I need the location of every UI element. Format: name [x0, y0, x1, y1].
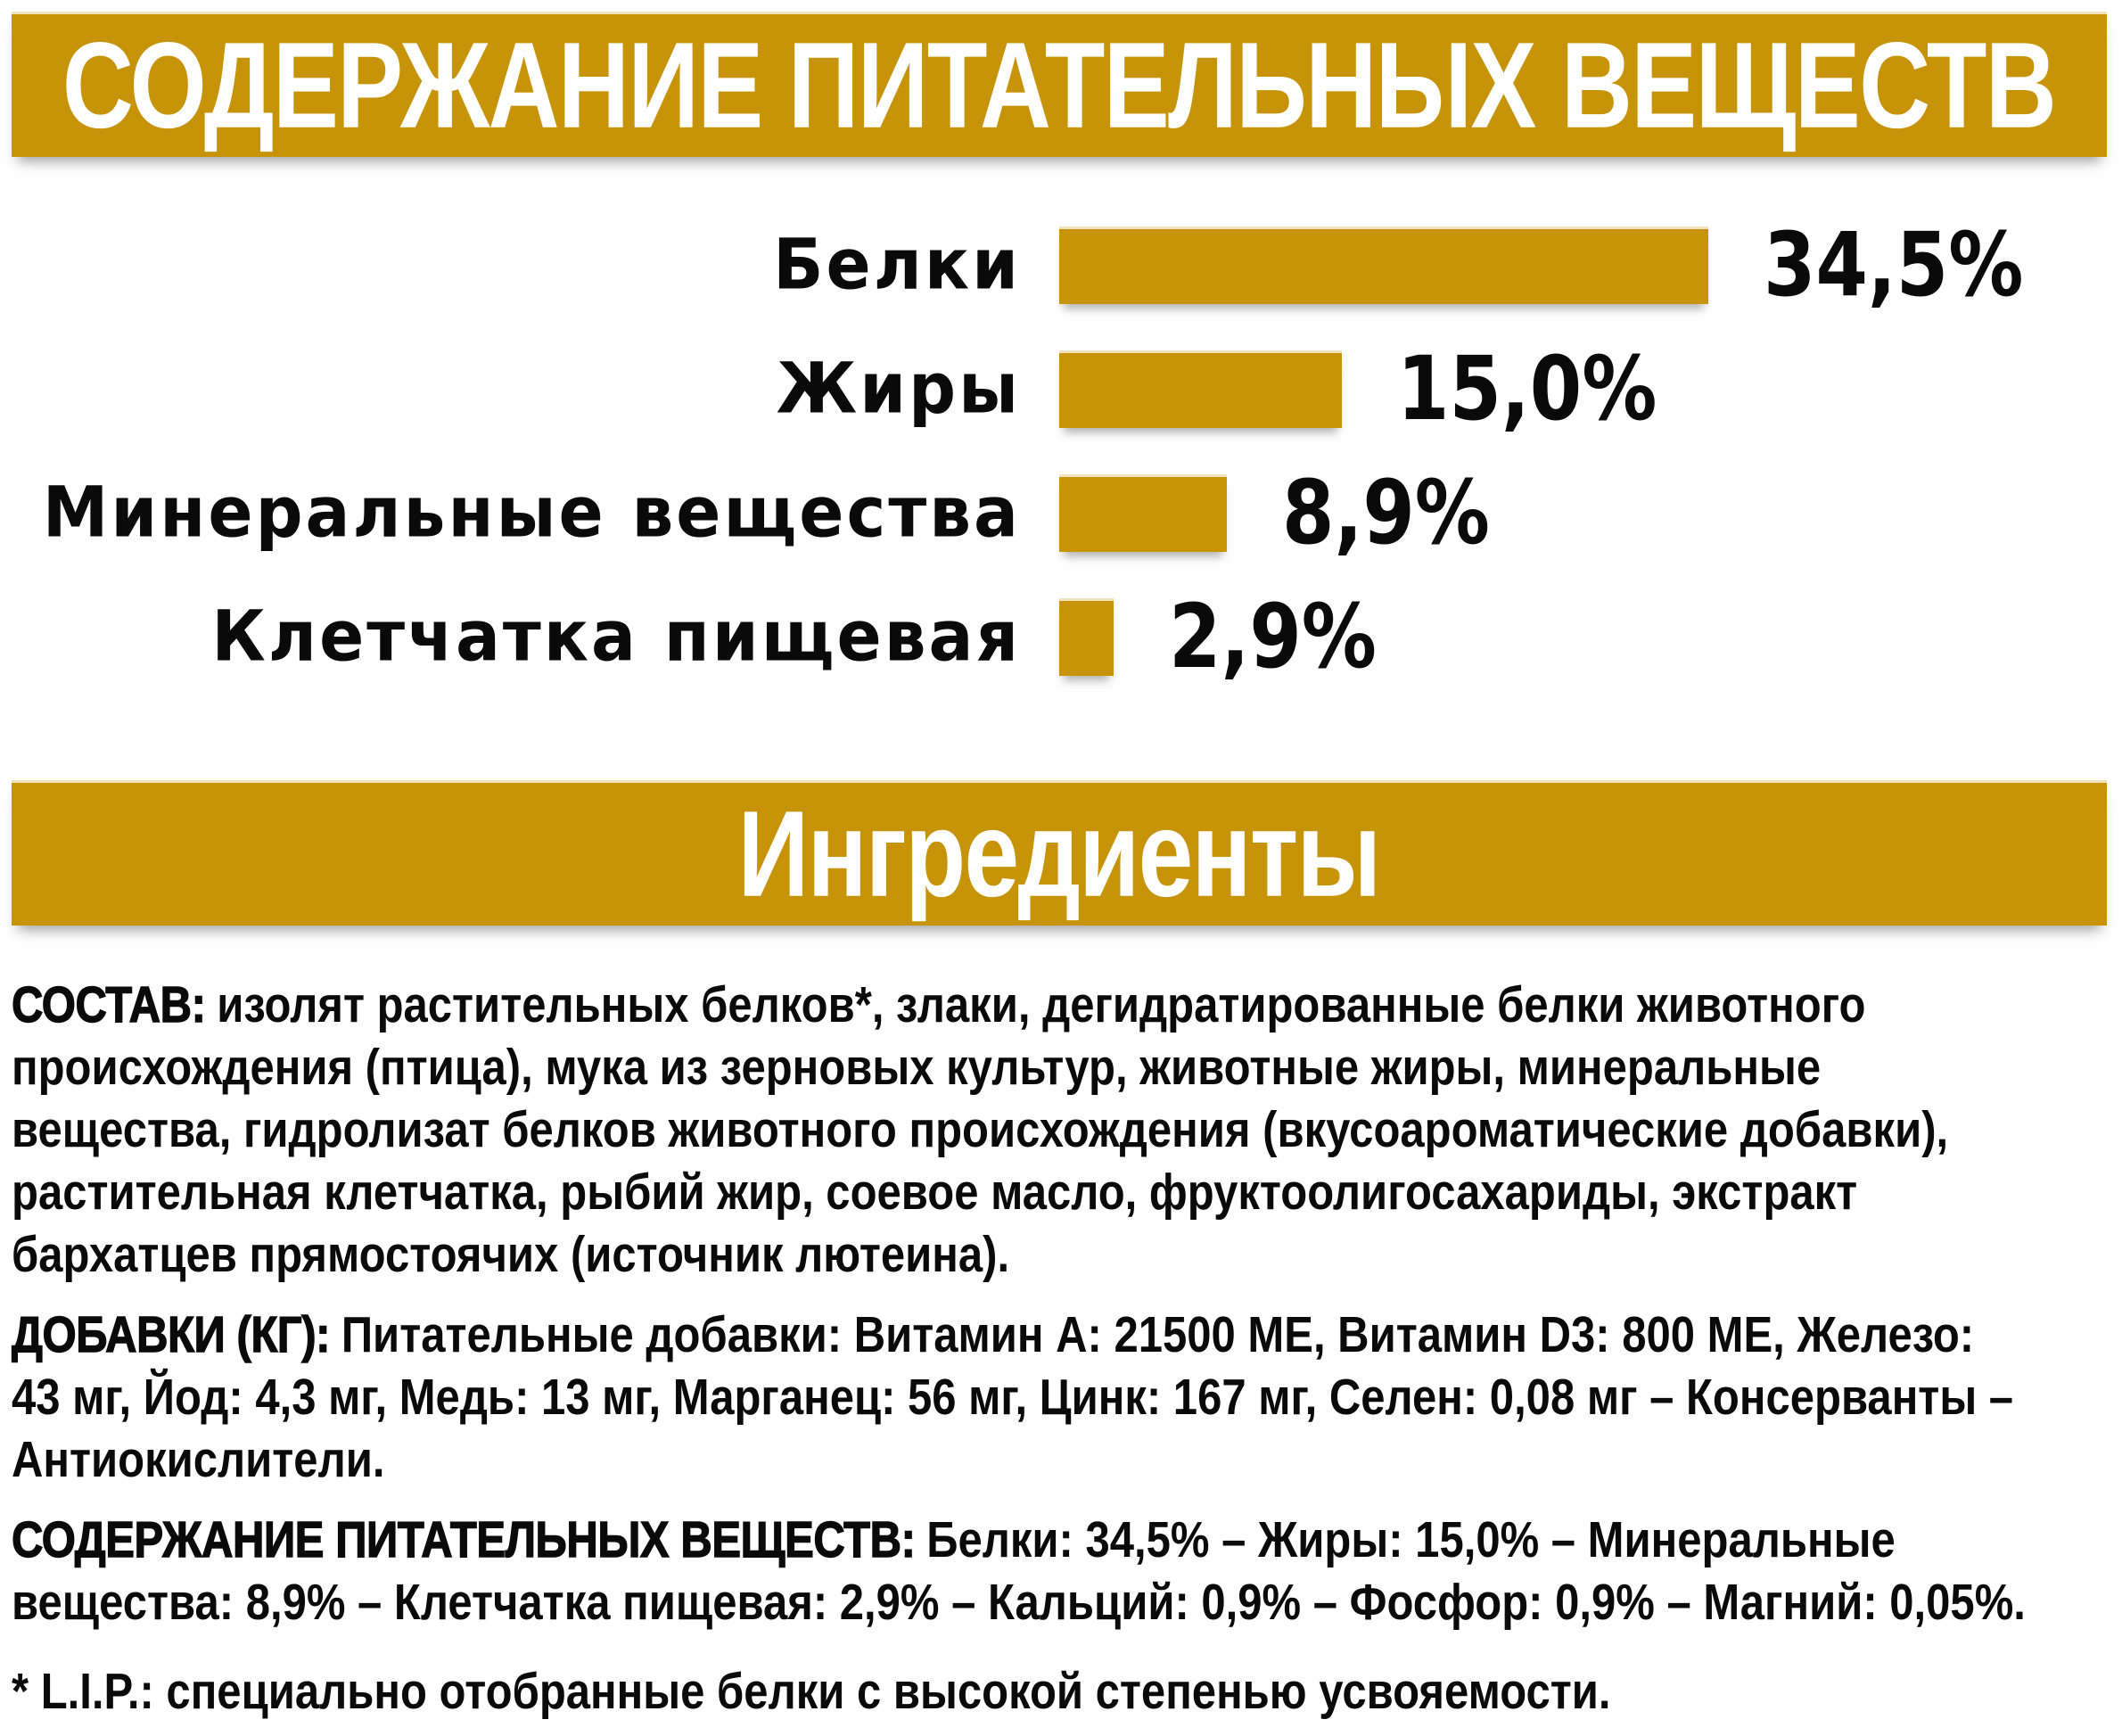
chart-row: Белки 34,5% [0, 220, 2122, 309]
chart-bar [1059, 597, 1114, 676]
chart-value-label: 15,0% [1397, 337, 1657, 440]
nutrient-bar-chart: Белки 34,5% Жиры 15,0% Минеральные вещества 8… [0, 220, 2122, 723]
additives-text: Питательные добавки: Витамин А: 21500 МЕ… [341, 1306, 1975, 1363]
ingredients-header-title: Ингредиенты [738, 786, 1382, 922]
nutrients-header-band: СОДЕРЖАНИЕ ПИТАТЕЛЬНЫХ ВЕЩЕСТВ [12, 12, 2107, 157]
chart-bar [1059, 226, 1708, 304]
chart-category-label: Клетчатка пищевая [211, 596, 1021, 678]
chart-category-label: Жиры [776, 348, 1021, 430]
chart-row: Клетчатка пищевая 2,9% [0, 592, 2122, 680]
chart-value-label: 8,9% [1282, 461, 1490, 564]
analysis-paragraph: СОДЕРЖАНИЕ ПИТАТЕЛЬНЫХ ВЕЩЕСТВ: Белки: 34… [11, 1509, 2104, 1633]
composition-paragraph: СОСТАВ: изолят растительных белков*, злак… [11, 974, 2104, 1286]
composition-line: вещества, гидролизат белков животного пр… [12, 1101, 1949, 1158]
ingredients-header-band: Ингредиенты [12, 780, 2107, 926]
chart-value-label: 2,9% [1169, 585, 1377, 688]
composition-line: СОСТАВ: изолят растительных белков*, злак… [11, 974, 1865, 1036]
chart-bar [1059, 350, 1342, 428]
chart-category-label: Минеральные вещества [42, 472, 1021, 554]
additives-lead: ДОБАВКИ (КГ): [11, 1305, 331, 1363]
analysis-line: вещества: 8,9% – Клетчатка пищевая: 2,9%… [12, 1574, 2026, 1631]
additives-line: Антиокислители. [12, 1431, 385, 1488]
lip-footnote: * L.I.P.: специально отобранные белки с … [12, 1660, 2104, 1723]
chart-value-label: 34,5% [1764, 213, 2024, 317]
composition-line: бархатцев прямостоячих (источник лютеина… [12, 1226, 1010, 1283]
composition-text: изолят растительных белков*, злаки, деги… [217, 976, 1866, 1033]
analysis-lead: СОДЕРЖАНИЕ ПИТАТЕЛЬНЫХ ВЕЩЕСТВ: [11, 1510, 916, 1568]
composition-line: растительная клетчатка, рыбий жир, соево… [12, 1164, 1858, 1221]
analysis-text: Белки: 34,5% – Жиры: 15,0% – Минеральные [926, 1511, 1896, 1568]
additives-paragraph: ДОБАВКИ (КГ): Питательные добавки: Витами… [11, 1304, 2104, 1491]
ingredients-text-block: СОСТАВ: изолят растительных белков*, злак… [11, 974, 2104, 1736]
composition-lead: СОСТАВ: [11, 975, 206, 1033]
additives-line: ДОБАВКИ (КГ): Питательные добавки: Витами… [11, 1304, 1974, 1366]
analysis-line: СОДЕРЖАНИЕ ПИТАТЕЛЬНЫХ ВЕЩЕСТВ: Белки: 34… [11, 1509, 1895, 1571]
nutrients-header-title: СОДЕРЖАНИЕ ПИТАТЕЛЬНЫХ ВЕЩЕСТВ [62, 17, 2057, 153]
composition-line: происхождения (птица), мука из зерновых … [12, 1039, 1822, 1096]
footnote-line: * L.I.P.: специально отобранные белки с … [12, 1663, 1611, 1720]
chart-bar [1059, 473, 1227, 552]
chart-row: Жиры 15,0% [0, 344, 2122, 432]
chart-category-label: Белки [773, 224, 1021, 306]
chart-row: Минеральные вещества 8,9% [0, 468, 2122, 556]
additives-line: 43 мг, Йод: 4,3 мг, Медь: 13 мг, Маргане… [12, 1369, 2014, 1426]
